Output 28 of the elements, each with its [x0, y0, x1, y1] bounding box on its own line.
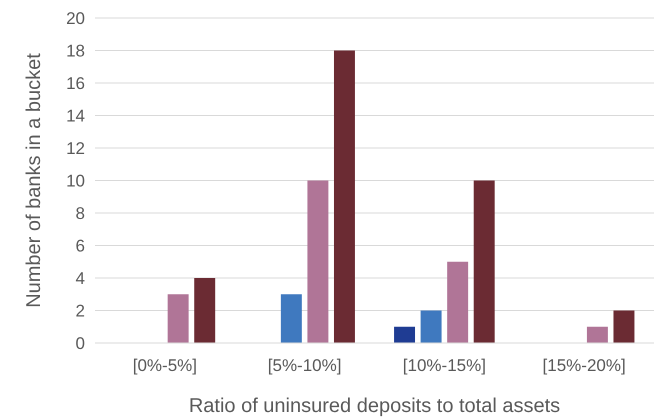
x-tick-label: [10%-15%]: [402, 356, 486, 375]
y-tick-label: 6: [76, 236, 85, 256]
y-tick-label: 16: [66, 74, 85, 93]
bar: [168, 294, 189, 343]
x-tick-label: [15%-20%]: [542, 356, 626, 375]
bar: [420, 310, 442, 343]
bar: [586, 326, 608, 343]
bar: [447, 262, 468, 343]
x-tick-label: [5%-10%]: [268, 356, 342, 375]
x-tick-label: [0%-5%]: [132, 356, 197, 375]
bar: [474, 180, 495, 343]
y-tick-label: 8: [76, 204, 85, 223]
bar: [194, 278, 216, 343]
y-tick-label: 10: [66, 171, 85, 190]
bar: [613, 310, 634, 343]
y-tick-label: 4: [76, 268, 85, 288]
bar: [394, 326, 416, 343]
y-tick-label: 2: [76, 301, 85, 320]
x-axis-title: Ratio of uninsured deposits to total assets: [188, 395, 560, 417]
y-tick-label: 0: [76, 334, 85, 353]
bar: [307, 180, 328, 343]
y-tick-label: 12: [66, 138, 85, 158]
y-tick-label: 20: [66, 8, 85, 28]
y-axis-title: Number of banks in a bucket: [23, 52, 45, 308]
y-tick-label: 14: [66, 106, 85, 126]
bar: [334, 50, 355, 343]
bar: [280, 294, 302, 343]
y-tick-label: 18: [66, 41, 85, 60]
